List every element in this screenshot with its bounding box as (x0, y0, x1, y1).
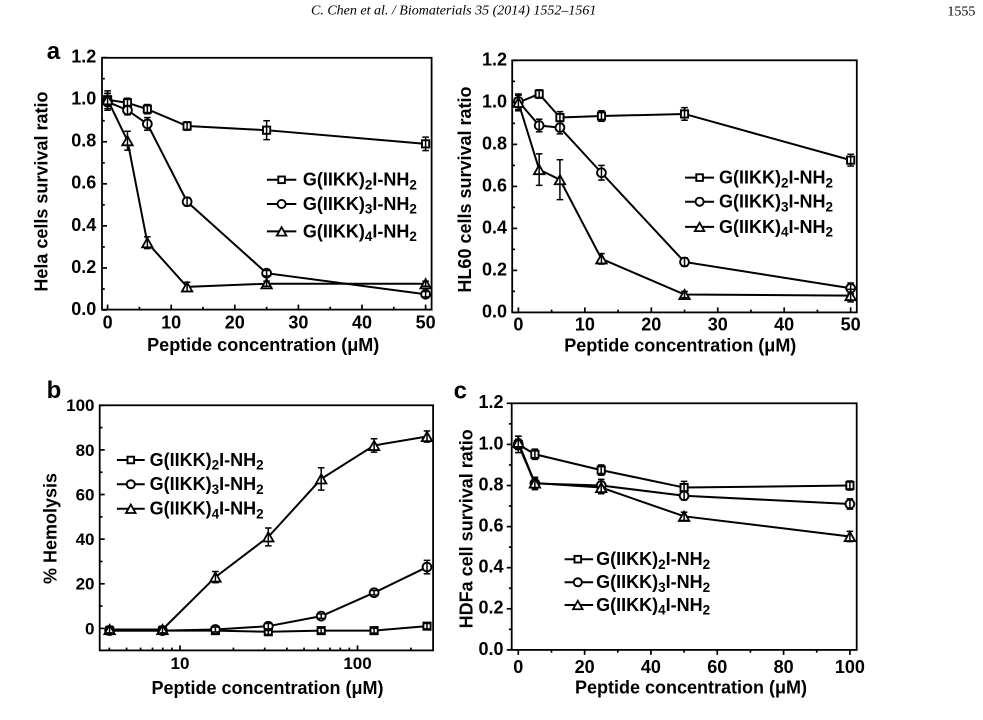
svg-text:0.8: 0.8 (478, 474, 503, 494)
svg-text:G(IIKK)4I-NH2: G(IIKK)4I-NH2 (150, 499, 264, 522)
svg-text:100: 100 (835, 657, 865, 677)
svg-text:1.0: 1.0 (478, 433, 503, 453)
svg-text:0.4: 0.4 (478, 557, 503, 577)
svg-text:0.0: 0.0 (478, 639, 503, 659)
svg-text:0.4: 0.4 (482, 217, 507, 237)
svg-text:c: c (454, 378, 467, 405)
svg-text:20: 20 (76, 575, 95, 594)
svg-text:50: 50 (841, 315, 861, 335)
svg-text:0.0: 0.0 (482, 301, 507, 321)
svg-text:60: 60 (707, 657, 727, 677)
svg-text:0.2: 0.2 (478, 598, 503, 618)
svg-text:100: 100 (66, 396, 94, 415)
svg-text:G(IIKK)2I-NH2: G(IIKK)2I-NH2 (719, 168, 833, 191)
svg-text:0.4: 0.4 (71, 215, 96, 235)
svg-text:Hela cells survival ratio: Hela cells survival ratio (32, 92, 52, 292)
svg-text:40: 40 (352, 312, 372, 332)
svg-text:Peptide concentration (μM): Peptide concentration (μM) (564, 336, 796, 356)
svg-text:b: b (47, 377, 62, 404)
svg-text:0.2: 0.2 (482, 259, 507, 279)
svg-text:Peptide concentration (μM): Peptide concentration (μM) (575, 678, 807, 698)
svg-text:0.0: 0.0 (71, 299, 96, 319)
svg-text:G(IIKK)3I-NH2: G(IIKK)3I-NH2 (719, 192, 833, 215)
svg-text:G(IIKK)2I-NH2: G(IIKK)2I-NH2 (596, 549, 710, 572)
svg-text:0.6: 0.6 (482, 175, 507, 195)
svg-text:40: 40 (76, 530, 95, 549)
svg-text:80: 80 (76, 441, 95, 460)
svg-text:0.8: 0.8 (71, 131, 96, 151)
svg-text:G(IIKK)4I-NH2: G(IIKK)4I-NH2 (719, 217, 833, 240)
svg-text:1.0: 1.0 (71, 89, 96, 109)
svg-text:50: 50 (416, 312, 436, 332)
svg-text:0.6: 0.6 (71, 173, 96, 193)
svg-text:G(IIKK)2I-NH2: G(IIKK)2I-NH2 (150, 450, 264, 473)
svg-text:20: 20 (575, 657, 595, 677)
svg-text:1.0: 1.0 (482, 91, 507, 111)
svg-text:0: 0 (103, 312, 113, 332)
svg-text:HL60 cells survival ratio: HL60 cells survival ratio (455, 86, 475, 292)
svg-text:Peptide concentration (μM): Peptide concentration (μM) (151, 678, 383, 698)
svg-text:G(IIKK)4I-NH2: G(IIKK)4I-NH2 (596, 595, 710, 618)
svg-text:0: 0 (513, 315, 523, 335)
svg-text:40: 40 (641, 657, 661, 677)
svg-text:20: 20 (641, 315, 661, 335)
svg-text:100: 100 (343, 654, 371, 673)
svg-text:G(IIKK)4I-NH2: G(IIKK)4I-NH2 (303, 221, 417, 244)
svg-text:G(IIKK)3I-NH2: G(IIKK)3I-NH2 (303, 194, 417, 217)
svg-text:HDFa cell survival ratio: HDFa cell survival ratio (457, 429, 477, 628)
svg-text:20: 20 (225, 312, 245, 332)
svg-text:10: 10 (171, 654, 190, 673)
svg-text:40: 40 (774, 315, 794, 335)
svg-text:G(IIKK)3I-NH2: G(IIKK)3I-NH2 (150, 474, 264, 497)
svg-text:0: 0 (85, 619, 94, 638)
svg-text:30: 30 (288, 312, 308, 332)
svg-text:80: 80 (774, 657, 794, 677)
svg-text:0.8: 0.8 (482, 133, 507, 153)
svg-text:1.2: 1.2 (71, 47, 96, 67)
svg-text:G(IIKK)2I-NH2: G(IIKK)2I-NH2 (303, 170, 417, 193)
svg-text:60: 60 (76, 485, 95, 504)
svg-text:10: 10 (575, 315, 595, 335)
svg-text:0.6: 0.6 (478, 516, 503, 536)
svg-text:0.2: 0.2 (71, 257, 96, 277)
svg-text:% Hemolysis: % Hemolysis (41, 473, 61, 584)
svg-text:10: 10 (161, 312, 181, 332)
svg-text:1.2: 1.2 (478, 392, 503, 412)
svg-text:1.2: 1.2 (482, 49, 507, 69)
svg-text:C. Chen et al. / Biomaterials: C. Chen et al. / Biomaterials 35 (2014) … (311, 4, 596, 19)
svg-text:30: 30 (708, 315, 728, 335)
svg-text:G(IIKK)3I-NH2: G(IIKK)3I-NH2 (596, 572, 710, 595)
svg-text:0: 0 (513, 657, 523, 677)
svg-text:a: a (47, 38, 61, 65)
svg-text:Peptide concentration (μM): Peptide concentration (μM) (147, 335, 379, 355)
svg-text:1555: 1555 (947, 5, 975, 20)
